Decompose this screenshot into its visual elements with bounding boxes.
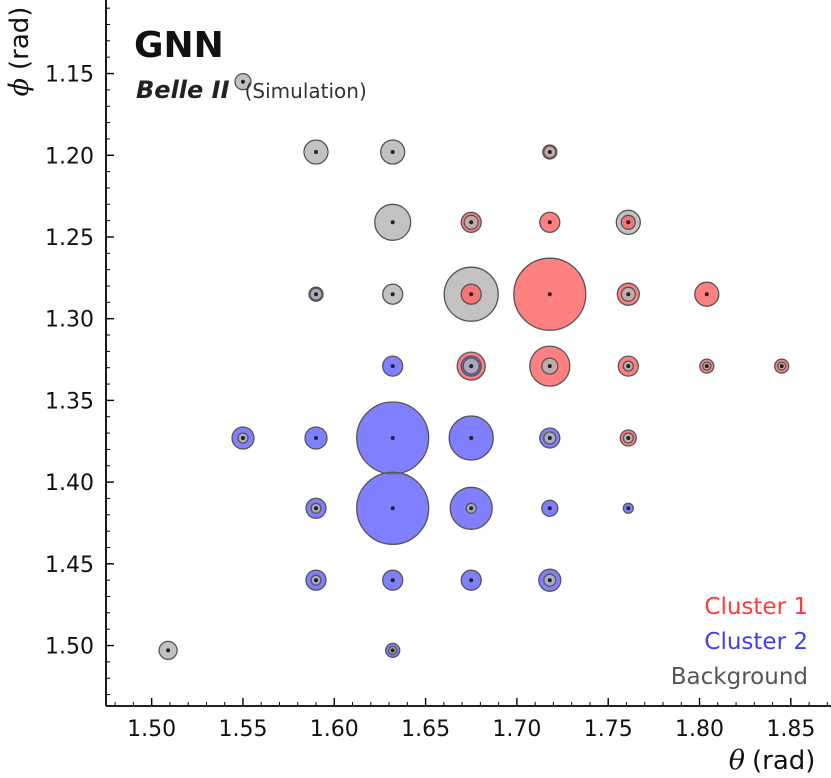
x-tick-label-5: 1.75 bbox=[584, 717, 633, 742]
x-tick-label-3: 1.65 bbox=[401, 717, 450, 742]
y-tick-label-1: 1.20 bbox=[45, 144, 94, 169]
axes: 1.50 1.55 1.60 1.65 1.70 1.75 1.80 1.85 1.15 1.20… bbox=[45, 0, 831, 742]
cell-center-dot bbox=[390, 578, 395, 583]
cell-center-dot bbox=[626, 292, 631, 297]
cell-center-dot bbox=[166, 648, 171, 653]
data-points bbox=[158, 73, 790, 661]
cell-center-dot bbox=[390, 506, 395, 511]
y-tick-label-7: 1.50 bbox=[45, 635, 94, 660]
cell-center-dot bbox=[547, 578, 552, 583]
legend-entry-cluster-2: Cluster 2 bbox=[704, 629, 808, 655]
y-axis-unit: (rad) bbox=[5, 7, 35, 70]
cell-center-dot bbox=[314, 150, 318, 154]
cell-center-dot bbox=[626, 364, 631, 369]
x-axis-symbol: θ bbox=[729, 745, 745, 776]
cell-center-dot bbox=[390, 648, 395, 653]
experiment-name: Belle II (Simulation) bbox=[136, 76, 367, 104]
cell-center-dot bbox=[626, 436, 631, 440]
x-tick-label-6: 1.80 bbox=[675, 717, 724, 742]
cell-center-dot bbox=[241, 436, 245, 440]
y-axis-symbol: ϕ bbox=[4, 78, 35, 96]
experiment-name-text: Belle II bbox=[136, 76, 230, 104]
cell-center-dot bbox=[469, 292, 474, 297]
cell-center-dot bbox=[469, 364, 474, 369]
legend: Cluster 1 Cluster 2 Background bbox=[671, 594, 808, 690]
cell-center-dot bbox=[547, 150, 552, 154]
legend-entry-background: Background bbox=[671, 664, 808, 690]
y-tick-label-2: 1.25 bbox=[45, 226, 94, 251]
cell-center-dot bbox=[390, 364, 395, 369]
cell-center-dot bbox=[390, 292, 395, 297]
cell-center-dot bbox=[469, 506, 474, 511]
cell-center-dot bbox=[626, 220, 631, 225]
experiment-label: GNN bbox=[134, 25, 224, 66]
experiment-sub-text: (Simulation) bbox=[245, 79, 367, 103]
x-tick-label-1: 1.55 bbox=[218, 717, 267, 742]
y-tick-label-3: 1.30 bbox=[45, 308, 94, 333]
cell-center-dot bbox=[547, 436, 552, 440]
cell-center-dot bbox=[241, 79, 245, 84]
cell-center-dot bbox=[547, 506, 552, 511]
y-axis-label: ϕ (rad) bbox=[4, 7, 35, 97]
x-tick-label-4: 1.70 bbox=[492, 717, 541, 742]
y-tick-label-0: 1.15 bbox=[45, 63, 94, 88]
cell-center-dot bbox=[469, 220, 474, 225]
cell-center-dot bbox=[547, 292, 552, 297]
cell-center-dot bbox=[469, 578, 474, 583]
cell-center-dot bbox=[626, 506, 631, 511]
y-tick-label-5: 1.40 bbox=[45, 471, 94, 496]
cell-center-dot bbox=[314, 578, 318, 583]
legend-entry-cluster-1: Cluster 1 bbox=[704, 594, 808, 620]
cell-center-dot bbox=[314, 506, 318, 511]
cell-center-dot bbox=[390, 150, 395, 154]
cell-center-dot bbox=[469, 436, 474, 440]
y-tick-label-4: 1.35 bbox=[45, 389, 94, 414]
cell-center-dot bbox=[314, 436, 318, 440]
cell-center-dot bbox=[704, 364, 709, 369]
cell-center-dot bbox=[779, 364, 784, 369]
y-tick-label-6: 1.45 bbox=[45, 553, 94, 578]
x-tick-label-0: 1.50 bbox=[127, 717, 176, 742]
cell-center-dot bbox=[390, 220, 395, 225]
x-tick-label-7: 1.85 bbox=[766, 717, 815, 742]
x-axis-unit: (rad) bbox=[752, 746, 815, 776]
x-tick-label-2: 1.60 bbox=[310, 717, 359, 742]
cell-center-dot bbox=[390, 436, 395, 440]
cell-center-dot bbox=[547, 220, 552, 225]
x-axis-label: θ (rad) bbox=[729, 745, 816, 776]
cell-center-dot bbox=[314, 292, 318, 297]
cell-center-dot bbox=[704, 292, 709, 297]
cell-center-dot bbox=[547, 364, 552, 369]
